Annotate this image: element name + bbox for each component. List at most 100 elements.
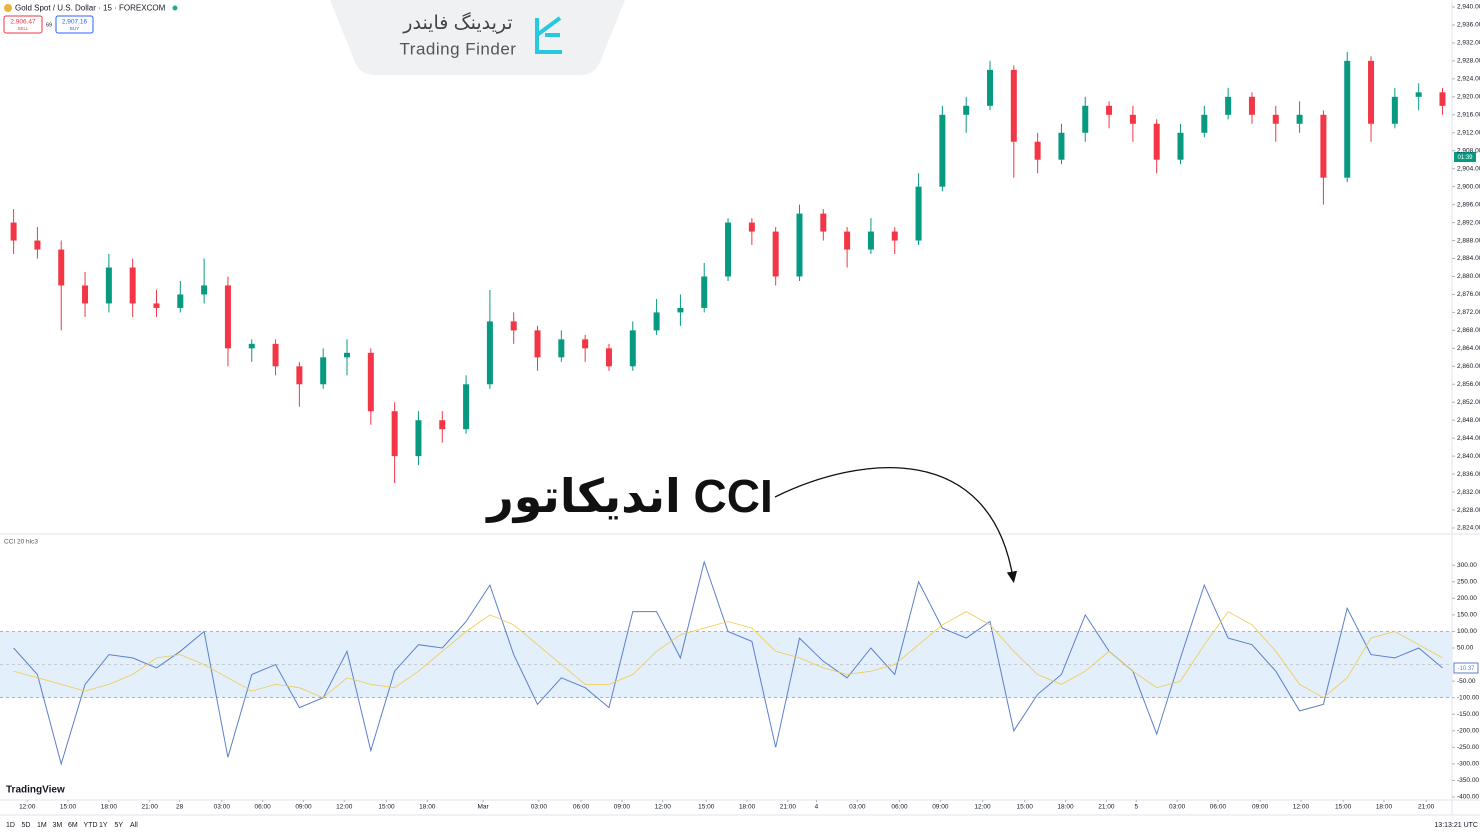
logo-english: Trading Finder — [400, 39, 517, 58]
candle-body — [1106, 105, 1113, 115]
candle-body — [1344, 60, 1351, 178]
candle-body — [201, 285, 208, 295]
range-button[interactable]: YTD — [84, 822, 98, 829]
y-tick-label: 2,840.00 — [1457, 453, 1480, 460]
candle-body — [653, 312, 660, 331]
candle-body — [1368, 60, 1375, 124]
candle-body — [1201, 114, 1208, 133]
logo-persian: تریدینگ فایندر — [402, 12, 512, 34]
y-tick-label: 2,864.00 — [1457, 345, 1480, 352]
candle-body — [1272, 114, 1279, 124]
candle-body — [534, 330, 541, 358]
sell-label: SELL — [17, 26, 29, 31]
x-tick-label: 09:00 — [932, 804, 949, 811]
y-tick-label: 2,856.00 — [1457, 381, 1480, 388]
x-tick-label: 06:00 — [891, 804, 908, 811]
candle-body — [58, 249, 65, 286]
y-tick-label: 2,904.00 — [1457, 165, 1480, 172]
x-tick-label: 15:00 — [1017, 804, 1034, 811]
candle-body — [582, 339, 589, 349]
y-tick-label: 200.00 — [1457, 595, 1477, 602]
range-button[interactable]: 1D — [6, 822, 15, 829]
y-tick-label: 2,888.00 — [1457, 237, 1480, 244]
range-button[interactable]: All — [130, 822, 138, 829]
range-button[interactable]: 3M — [53, 822, 63, 829]
x-tick-label: 06:00 — [254, 804, 271, 811]
logo-icon — [535, 16, 562, 54]
candle-body — [224, 285, 231, 349]
candle-body — [248, 343, 255, 349]
candle-body — [153, 303, 160, 308]
x-tick-label: 28 — [176, 804, 184, 811]
candle-body — [796, 213, 803, 277]
y-tick-label: 2,824.00 — [1457, 525, 1480, 532]
x-tick-label: 12:00 — [1293, 804, 1310, 811]
y-tick-label: 2,860.00 — [1457, 363, 1480, 370]
y-tick-label: 2,936.00 — [1457, 22, 1480, 29]
candle-body — [844, 231, 851, 250]
sell-button[interactable] — [3, 15, 43, 34]
range-button[interactable]: 5D — [22, 822, 31, 829]
candle-body — [510, 321, 517, 331]
y-tick-label: 2,920.00 — [1457, 94, 1480, 101]
plot: 2,940.00 2,936.00 2,932.00 2,928.00 2,924.00… — [0, 4, 1480, 811]
range-button[interactable]: 6M — [68, 822, 78, 829]
x-tick-label: 21:00 — [1418, 804, 1435, 811]
candle-body — [629, 330, 636, 367]
candle-body — [1439, 92, 1446, 106]
x-tick-label: 03:00 — [214, 804, 231, 811]
range-button[interactable]: 1Y — [99, 822, 108, 829]
candle-body — [1129, 114, 1136, 124]
y-tick-label: 2,928.00 — [1457, 58, 1480, 65]
y-tick-label: -200.00 — [1457, 728, 1479, 735]
candle-body — [891, 231, 898, 241]
y-tick-label: -250.00 — [1457, 744, 1479, 751]
x-tick-label: 09:00 — [295, 804, 312, 811]
candle-body — [820, 213, 827, 232]
candle-body — [1296, 114, 1303, 124]
x-tick-label: Mar — [477, 804, 489, 811]
x-tick-label: 4 — [815, 804, 819, 811]
x-tick-label: 03:00 — [849, 804, 866, 811]
cci-line — [13, 611, 1443, 699]
x-tick-label: 03:00 — [531, 804, 548, 811]
candle-body — [558, 339, 565, 358]
candle-body — [105, 267, 112, 304]
cci-last-box — [1453, 662, 1479, 674]
buy-button[interactable] — [55, 15, 94, 34]
brand: TradingView — [6, 785, 65, 796]
x-tick-label: 09:00 — [614, 804, 631, 811]
candle-body — [486, 321, 493, 385]
candle-body — [605, 348, 612, 367]
x-tick-label: 12:00 — [336, 804, 353, 811]
y-tick-label: 2,844.00 — [1457, 435, 1480, 442]
candle-body — [272, 343, 279, 367]
candle-body — [1010, 69, 1017, 142]
y-tick-label: 2,880.00 — [1457, 273, 1480, 280]
x-tick-label: 18:00 — [1057, 804, 1074, 811]
y-tick-label: 100.00 — [1457, 628, 1477, 635]
range-button[interactable]: 5Y — [115, 822, 124, 829]
candle-body — [772, 231, 779, 277]
y-tick-label: 2,892.00 — [1457, 219, 1480, 226]
candle-body — [177, 294, 184, 308]
y-tick-label: -50.00 — [1457, 678, 1476, 685]
candle-body — [1082, 105, 1089, 133]
candle-body — [915, 186, 922, 241]
candle-body — [963, 105, 970, 115]
x-tick-label: 06:00 — [1210, 804, 1227, 811]
indicator-legend: CCI 20 hlc3 — [4, 539, 38, 546]
y-tick-label: 2,940.00 — [1457, 4, 1480, 11]
range-button[interactable]: 1M — [37, 822, 47, 829]
annotation-arrow — [774, 466, 1018, 584]
x-tick-label: 15:00 — [60, 804, 77, 811]
candle-body — [34, 240, 41, 250]
spread: 69 — [46, 22, 52, 28]
y-tick-label: 2,868.00 — [1457, 327, 1480, 334]
symbol-icon — [4, 4, 12, 12]
candle-body — [1415, 92, 1422, 97]
y-tick-label: 250.00 — [1457, 579, 1477, 586]
clock: 13:13:21 UTC — [1434, 822, 1478, 829]
buy-label: BUY — [70, 26, 79, 31]
